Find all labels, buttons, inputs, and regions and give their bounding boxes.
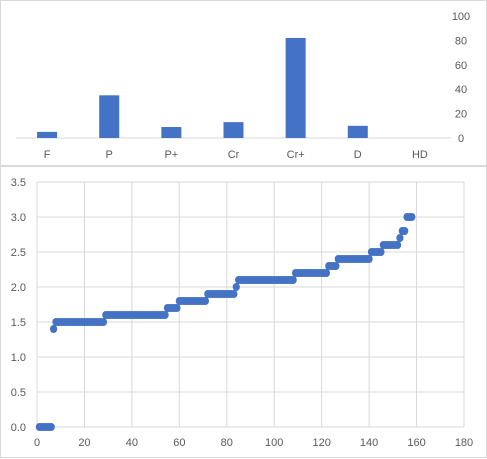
data-point [289, 276, 297, 284]
data-point [365, 255, 373, 263]
y-tick-label: 2.5 [11, 247, 26, 259]
score-scatter-chart: 0.0 0.5 1.0 1.5 2.0 2.5 3.0 3.5 0 20 40 60 80 100 120 1… [0, 166, 487, 458]
x-tick-label: 60 [173, 437, 185, 449]
data-point [401, 227, 409, 235]
x-tick-label: 80 [221, 437, 233, 449]
x-tick-label: HD [412, 149, 428, 161]
bar [99, 95, 120, 138]
data-point [47, 423, 55, 431]
grade-bar-chart: 0 20 40 60 80 100 F P P+ Cr Cr+ D HD [0, 0, 487, 166]
x-tick-label: 20 [78, 437, 90, 449]
data-point [332, 262, 340, 270]
y-tick-label: 20 [455, 109, 467, 121]
y-tick-label: 0.0 [11, 422, 26, 434]
y-tick-label: 80 [455, 35, 467, 47]
x-tick-label: D [354, 149, 362, 161]
bar-chart-svg: 0 20 40 60 80 100 F P P+ Cr Cr+ D HD [16, 11, 470, 161]
x-tick-label: 180 [455, 437, 473, 449]
x-tick-label: 120 [312, 437, 330, 449]
y-tick-label: 100 [452, 11, 470, 23]
scatter-chart-svg: 0.0 0.5 1.0 1.5 2.0 2.5 3.0 3.5 0 20 40 60 80 100 120 1… [11, 177, 473, 449]
x-tick-label: 160 [407, 437, 425, 449]
y-tick-label: 1.5 [11, 317, 26, 329]
y-tick-label: 40 [455, 84, 467, 96]
y-tick-label: 3.5 [11, 177, 26, 189]
data-point [99, 318, 108, 326]
y-tick-label: 0.5 [11, 387, 26, 399]
data-point [322, 269, 331, 277]
x-tick-label: F [44, 149, 51, 161]
data-point [230, 290, 238, 298]
data-point [50, 325, 58, 333]
bar [161, 127, 182, 138]
x-tick-label: Cr+ [287, 149, 305, 161]
data-point [232, 283, 240, 291]
data-point [161, 311, 169, 319]
y-tick-label: 0 [458, 133, 464, 145]
y-tick-label: 2.0 [11, 282, 26, 294]
data-point [377, 248, 385, 256]
data-point [201, 297, 210, 305]
bar [37, 131, 58, 138]
x-tick-label: Cr [228, 149, 240, 161]
bar [285, 37, 306, 138]
y-tick-label: 1.0 [11, 352, 26, 364]
x-tick-label: P [106, 149, 113, 161]
y-tick-label: 60 [455, 60, 467, 72]
bar [347, 125, 368, 138]
data-point [408, 213, 416, 221]
data-point [396, 234, 404, 242]
data-point [173, 304, 181, 312]
x-tick-label: 0 [34, 437, 40, 449]
bar [223, 122, 244, 138]
x-tick-label: 100 [265, 437, 283, 449]
x-tick-label: 140 [360, 437, 378, 449]
data-point [393, 241, 402, 249]
x-tick-label: P+ [164, 149, 178, 161]
y-tick-label: 3.0 [11, 212, 26, 224]
x-tick-label: 40 [126, 437, 138, 449]
